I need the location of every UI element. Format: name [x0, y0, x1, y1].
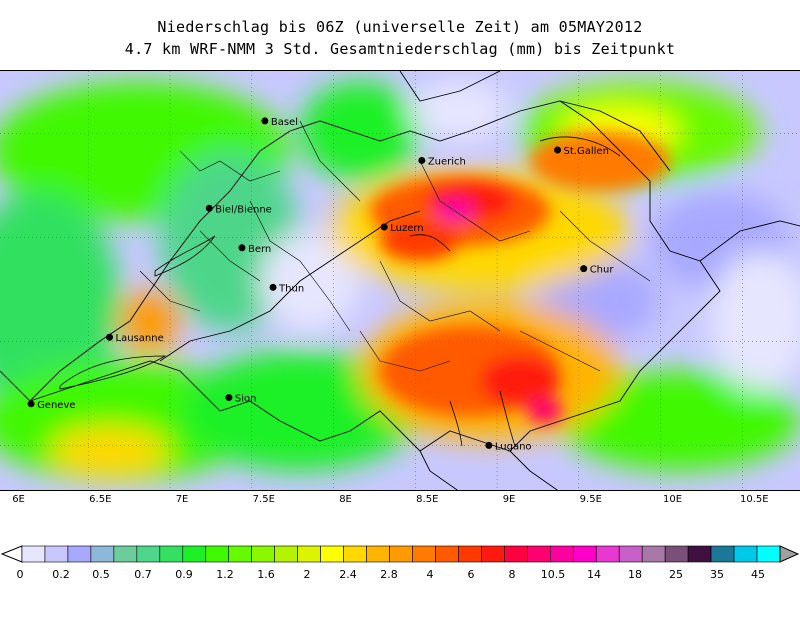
- colorbar-label: 35: [710, 568, 724, 581]
- map-subtitle: 4.7 km WRF-NMM 3 Std. Gesamtniederschlag…: [124, 40, 676, 58]
- x-tick-label: 10.5E: [739, 494, 769, 505]
- colorbar-swatch: [182, 545, 207, 563]
- city-label: Biel/Bienne: [215, 204, 272, 215]
- colorbar-label: 0.5: [92, 568, 110, 581]
- colorbar-label: 0.7: [134, 568, 152, 581]
- colorbar-min-arrow: [0, 545, 23, 563]
- colorbar-swatch: [159, 545, 184, 563]
- city-label: Zuerich: [428, 156, 466, 167]
- city-dot: [205, 204, 213, 212]
- colorbar-swatch: [320, 545, 344, 563]
- precipitation-map: Basel Zuerich St.Gallen Biel/Bienne Luzern Be…: [0, 70, 800, 491]
- city-label: Bern: [248, 244, 271, 255]
- colorbar-swatch: [641, 545, 666, 563]
- colorbar-max-arrow: [779, 545, 800, 563]
- colorbar-swatch: [389, 545, 413, 563]
- colorbar-swatch: [710, 545, 735, 563]
- colorbar-swatch: [90, 545, 115, 563]
- lakes: [59, 136, 621, 447]
- city-dot: [27, 400, 35, 408]
- colorbar-swatch: [228, 545, 252, 563]
- borders: [0, 71, 800, 490]
- colorbar-swatch: [343, 545, 367, 563]
- colorbar-swatch: [733, 545, 758, 563]
- map-title: Niederschlag bis 06Z (universelle Zeit) …: [157, 18, 643, 36]
- colorbar-swatch: [205, 545, 230, 563]
- colorbar-label: 25: [669, 568, 683, 581]
- colorbar-swatch: [435, 545, 459, 563]
- colorbar-label: 2: [303, 568, 311, 581]
- graticule: [0, 71, 800, 490]
- x-tick-label: 8E: [339, 494, 352, 505]
- colorbar-swatch: [756, 545, 781, 563]
- colorbar-swatch: [44, 545, 69, 563]
- colorbar-swatch: [297, 545, 321, 563]
- city-dot: [580, 265, 588, 273]
- x-tick-label: 10E: [663, 494, 683, 505]
- x-tick-label: 9.5E: [579, 494, 602, 505]
- colorbar: [0, 545, 800, 563]
- x-tick-label: 7E: [175, 494, 189, 505]
- colorbar-label: 4: [426, 568, 434, 581]
- colorbar-swatch: [504, 545, 528, 563]
- x-tick-label: 6.5E: [89, 494, 112, 505]
- precip-field-peaks: [370, 131, 670, 423]
- x-tick-label: 9E: [502, 494, 516, 505]
- colorbar-swatch: [481, 545, 505, 563]
- colorbar-swatch: [550, 545, 574, 563]
- city-label: Sion: [235, 394, 257, 405]
- city-dot: [225, 394, 233, 402]
- city-dot: [269, 283, 277, 291]
- colorbar-swatch: [113, 545, 138, 563]
- city-markers: Basel Zuerich St.Gallen Biel/Bienne Luzern Be…: [27, 117, 615, 452]
- colorbar-swatch: [412, 545, 436, 563]
- city-label: Thun: [278, 283, 304, 294]
- city-dot: [106, 333, 114, 341]
- colorbar-swatch: [664, 545, 689, 563]
- colorbar-swatch: [366, 545, 390, 563]
- colorbar-label: 1.2: [216, 568, 234, 581]
- cantonal-borders: [139, 120, 651, 372]
- city-label: Chur: [590, 265, 615, 276]
- x-tick-label: 7.5E: [252, 494, 275, 505]
- colorbar-label: 6: [467, 568, 475, 581]
- colorbar-label: 45: [751, 568, 765, 581]
- colorbar-swatch: [21, 545, 46, 563]
- city-label: St.Gallen: [564, 146, 609, 157]
- colorbar-label: 0.2: [52, 568, 70, 581]
- colorbar-swatch: [572, 545, 597, 563]
- city-dot: [418, 156, 426, 164]
- city-dot: [238, 244, 246, 252]
- colorbar-swatch: [687, 545, 712, 563]
- colorbar-swatch: [618, 545, 643, 563]
- colorbar-swatch: [67, 545, 92, 563]
- colorbar-label: 0.9: [175, 568, 193, 581]
- colorbar-label: 2.4: [339, 568, 357, 581]
- colorbar-swatch: [136, 545, 161, 563]
- colorbar-label: 10.5: [540, 568, 566, 581]
- city-label: Lausanne: [116, 333, 164, 344]
- colorbar-label: 18: [628, 568, 642, 581]
- colorbar-swatch: [595, 545, 620, 563]
- city-label: Geneve: [37, 400, 75, 411]
- city-dot: [261, 117, 269, 125]
- colorbar-swatch: [274, 545, 298, 563]
- map-canvas: Basel Zuerich St.Gallen Biel/Bienne Luzern Be…: [0, 71, 800, 490]
- colorbar-swatch: [527, 545, 551, 563]
- city-label: Luzern: [390, 223, 423, 234]
- x-tick-label: 8.5E: [416, 494, 439, 505]
- colorbar-label: 2.8: [380, 568, 398, 581]
- colorbar-swatch: [251, 545, 275, 563]
- colorbar-swatch: [458, 545, 482, 563]
- city-dot: [380, 223, 388, 231]
- colorbar-label: 1.6: [257, 568, 275, 581]
- city-dot: [485, 441, 493, 449]
- city-dot: [554, 146, 562, 154]
- colorbar-label: 8: [508, 568, 516, 581]
- city-label: Lugano: [495, 441, 532, 452]
- colorbar-label: 14: [587, 568, 601, 581]
- x-tick-label: 6E: [12, 494, 25, 505]
- city-label: Basel: [271, 117, 298, 128]
- colorbar-label: 0: [16, 568, 24, 581]
